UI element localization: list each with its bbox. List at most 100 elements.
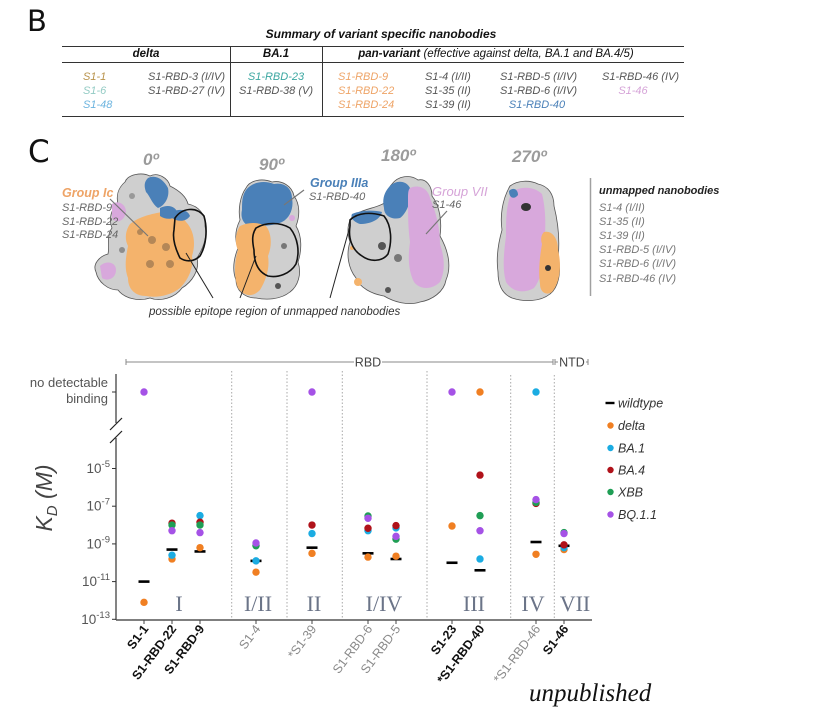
legend-marker-delta xyxy=(607,422,614,429)
nanobody-entry: S1-RBD-5 (I/IV) xyxy=(500,71,578,83)
column-header-label: delta xyxy=(132,48,160,60)
point-bq-1-1-s1-rbd-5 xyxy=(392,532,400,541)
group-vii-pointer xyxy=(425,210,448,235)
surface-shadow xyxy=(129,193,135,199)
group-ic-epitope xyxy=(235,223,271,296)
y-tick-base: 10 xyxy=(82,574,97,589)
unmapped-nanobody: S1-RBD-46 (IV) xyxy=(599,273,677,285)
table-title: Summary of variant specific nanobodies xyxy=(265,27,497,41)
group-ic-epitope xyxy=(539,231,560,294)
y-tick-base: 10 xyxy=(87,536,102,551)
x-tick-label-s1-39: *S1-39 xyxy=(285,622,319,661)
group-ic-label: Group Ic xyxy=(62,186,114,200)
legend-marker-ba-1 xyxy=(607,444,614,452)
epitope-pointer xyxy=(329,225,351,299)
y-tick-base: 10 xyxy=(81,612,96,627)
group-labels: I I/II II I/IV III IV VII xyxy=(175,591,590,616)
point-ba-1-s1-rbd-40 xyxy=(476,555,484,563)
point-ba-4-s1-rbd-6 xyxy=(364,524,372,532)
group-ic-epitope xyxy=(354,278,362,286)
rotation-label-0: 0º xyxy=(143,150,159,169)
x-tick-label-s1-46: S1-46 xyxy=(540,622,571,657)
group-vii-epitope xyxy=(408,186,444,288)
group-ic-member: S1-RBD-22 xyxy=(62,216,119,228)
surface-pockets xyxy=(137,229,174,268)
unmapped-epitope-outline xyxy=(251,222,299,278)
ndb-label-line1: no detectable xyxy=(30,375,108,390)
table-header-rule xyxy=(62,62,684,63)
unmapped-nanobody: S1-4 (I/II) xyxy=(599,202,645,214)
nanobody-entry: S1-RBD-22 xyxy=(338,85,395,97)
group-iiia-epitope xyxy=(144,176,190,221)
y-tick-base: 10 xyxy=(87,461,102,476)
y-tick-exponent: -9 xyxy=(102,534,110,545)
unmapped-nanobody: S1-35 (II) xyxy=(599,216,645,228)
nanobody-entry: S1-RBD-6 (I/IV) xyxy=(500,85,578,97)
point-ba-4-s1-46 xyxy=(560,541,568,549)
epitope-group-label-ii: II xyxy=(307,591,322,616)
epitope-group-label-iii: III xyxy=(463,591,485,616)
domain-label-ntd: NTD xyxy=(559,356,585,370)
group-vii-epitope xyxy=(503,187,546,292)
rotation-label-270: 270º xyxy=(512,147,547,166)
y-tick-label: 10-7 xyxy=(87,497,110,514)
y-tick-exponent: -13 xyxy=(96,610,110,621)
legend-label-wildtype: wildtype xyxy=(618,397,663,411)
group-ic-member: S1-RBD-9 xyxy=(62,202,113,214)
panel-label-c: C xyxy=(28,134,50,170)
unmapped-epitope-outline xyxy=(172,208,207,262)
kd-scatter-chart: RBD NTD no detectable binding KD (M) 10-5… xyxy=(30,355,663,707)
group-iiia-pointer xyxy=(283,189,305,206)
y-tick-label: 10-5 xyxy=(87,459,110,476)
axis-break-mark xyxy=(109,430,123,444)
point-delta-s1-1 xyxy=(140,598,148,607)
y-tick-label: 10-13 xyxy=(81,610,110,627)
surface-shadow xyxy=(119,247,125,253)
unmapped-nanobody: S1-39 (II) xyxy=(599,230,645,242)
point-delta-s1-39 xyxy=(308,549,316,558)
column-header-label: BA.1 xyxy=(262,48,290,60)
epitope-caption: possible epitope region of unmapped nano… xyxy=(149,306,401,318)
nanobody-entry: S1-6 xyxy=(83,85,107,97)
point-ba-4-s1-rbd-5 xyxy=(392,521,400,530)
legend-label-xbb: XBB xyxy=(617,486,643,500)
protein-structure-270deg xyxy=(496,180,560,302)
group-vii-epitope xyxy=(289,215,295,221)
surface-shadow xyxy=(385,287,391,293)
column-header-delta: delta xyxy=(62,47,230,61)
point-ba-1-s1-rbd-9 xyxy=(196,511,204,520)
nanobody-entry: S1-RBD-40 xyxy=(508,99,566,111)
epitope-group-label-i: I xyxy=(175,591,182,616)
point-bq-1-1-s1-rbd-6 xyxy=(364,514,372,522)
epitope-pointer xyxy=(239,255,257,299)
panel-label-b: B xyxy=(27,4,47,38)
domain-label-background xyxy=(354,355,382,369)
group-vii-member: S1-46 xyxy=(432,199,462,211)
nanobody-entry: S1-RBD-46 (IV) xyxy=(602,71,680,83)
rotation-label-90: 90º xyxy=(259,155,285,174)
epitope-group-label-vii: VII xyxy=(560,591,591,616)
y-tick-exponent: -7 xyxy=(102,497,110,508)
y-axis-label: KD (M) xyxy=(31,464,61,531)
surface-shadow xyxy=(378,242,386,250)
nanobody-entry: S1-RBD-3 (I/IV) xyxy=(148,71,226,83)
point-xbb-s1-rbd-40 xyxy=(476,511,484,520)
point-ba-1-s1-rbd-22 xyxy=(168,551,176,559)
point-delta-s1-rbd-40 xyxy=(476,388,484,396)
point-delta-s1-rbd-6 xyxy=(364,553,372,561)
legend: wildtype delta BA.1 BA.4 XBB BQ.1.1 xyxy=(605,397,663,522)
axes xyxy=(109,374,592,621)
x-tick-label-s1-4: S1-4 xyxy=(236,622,263,652)
y-tick-exponent: -11 xyxy=(97,572,110,583)
table-column-divider xyxy=(230,46,231,117)
group-vii-label: Group VII xyxy=(432,184,488,199)
legend-label-delta: delta xyxy=(618,419,645,433)
y-tick-label: 10-9 xyxy=(87,534,110,551)
ndb-label-line2: binding xyxy=(66,391,108,406)
nanobody-entry: S1-RBD-24 xyxy=(338,99,395,111)
table-bottom-rule xyxy=(62,116,684,117)
legend-label-bq-1-1: BQ.1.1 xyxy=(618,508,657,522)
y-axis-label-sub: D xyxy=(44,505,61,516)
point-bq-1-1-s1-rbd-22 xyxy=(168,527,176,535)
